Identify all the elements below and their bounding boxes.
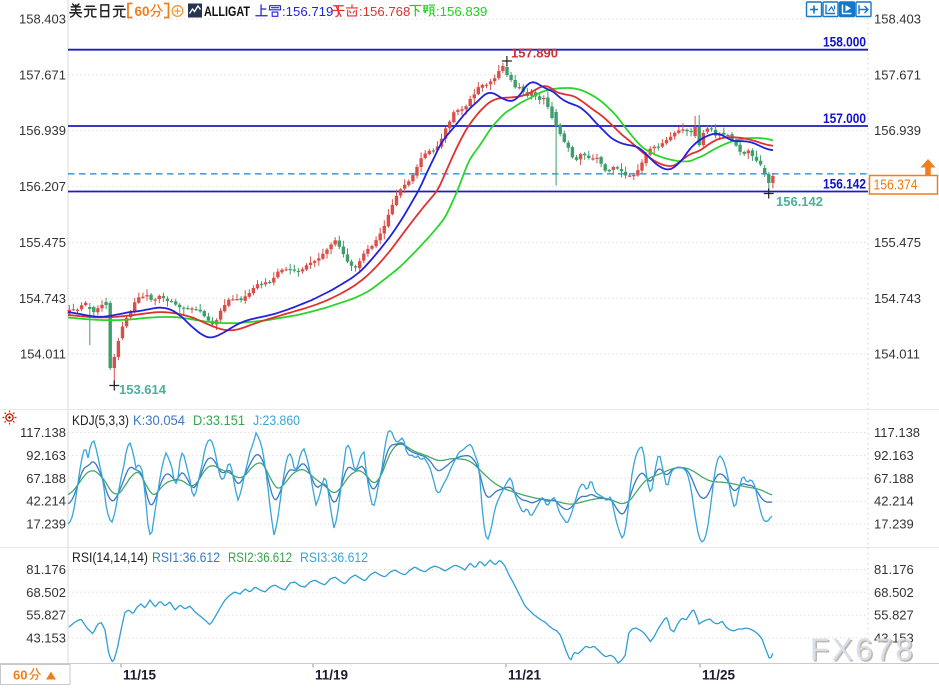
svg-text:68.502: 68.502 [26,585,66,600]
svg-text:156.374: 156.374 [874,178,918,194]
svg-text:17.239: 17.239 [874,517,914,532]
svg-text:153.614: 153.614 [119,382,167,397]
svg-text:157.000: 157.000 [823,110,866,126]
svg-text:55.827: 55.827 [874,608,914,623]
svg-text:117.138: 117.138 [20,425,66,440]
svg-text:55.827: 55.827 [26,608,66,623]
svg-text:67.188: 67.188 [26,471,66,486]
svg-text:154.011: 154.011 [20,347,66,362]
svg-text:FX678: FX678 [812,633,917,669]
svg-text:68.502: 68.502 [874,585,914,600]
svg-text:43.153: 43.153 [874,630,914,645]
svg-text:156.142: 156.142 [823,176,866,192]
svg-text:D:33.151: D:33.151 [193,413,245,428]
svg-text:81.176: 81.176 [874,562,914,577]
svg-text:92.163: 92.163 [874,448,914,463]
svg-text:42.214: 42.214 [874,494,914,509]
svg-text:92.163: 92.163 [26,448,66,463]
svg-text:156.142: 156.142 [776,194,823,209]
svg-text:11/25: 11/25 [702,668,736,683]
svg-text:155.475: 155.475 [874,235,921,250]
svg-text:156.939: 156.939 [874,123,921,138]
svg-text:156.207: 156.207 [19,179,66,194]
svg-text:154.743: 154.743 [874,291,921,306]
svg-text:158.403: 158.403 [874,12,921,27]
svg-text:154.743: 154.743 [19,291,66,306]
svg-text:11/21: 11/21 [508,668,542,683]
svg-text:157.671: 157.671 [874,67,921,82]
svg-text:17.239: 17.239 [26,517,66,532]
svg-text:FX678: FX678 [810,631,915,667]
svg-text:11/15: 11/15 [123,668,157,683]
svg-text:157.890: 157.890 [511,46,558,61]
svg-text:RSI1:36.612: RSI1:36.612 [152,550,220,565]
svg-text:157.671: 157.671 [19,67,66,82]
svg-text:RSI2:36.612: RSI2:36.612 [228,550,292,565]
svg-text:KDJ(5,3,3): KDJ(5,3,3) [72,413,129,428]
svg-text:154.011: 154.011 [874,347,920,362]
svg-text:158.403: 158.403 [19,12,66,27]
svg-text:RSI3:36.612: RSI3:36.612 [300,550,368,565]
svg-text:158.000: 158.000 [823,34,866,50]
svg-text:11/19: 11/19 [315,668,348,683]
svg-text:60: 60 [135,4,150,19]
svg-text:67.188: 67.188 [874,471,914,486]
svg-text:42.214: 42.214 [26,494,66,509]
svg-text:117.138: 117.138 [874,425,920,440]
svg-text:J:23.860: J:23.860 [253,413,300,428]
svg-text::156.839: :156.839 [436,4,487,19]
svg-text:K:30.054: K:30.054 [133,413,185,428]
svg-text:ALLIGAT: ALLIGAT [204,4,250,19]
svg-text:60: 60 [13,668,27,683]
svg-text::156.719: :156.719 [282,4,333,19]
svg-text::156.768: :156.768 [359,4,410,19]
svg-text:156.939: 156.939 [19,123,66,138]
svg-text:155.475: 155.475 [19,235,66,250]
svg-text:43.153: 43.153 [26,630,66,645]
svg-text:RSI(14,14,14): RSI(14,14,14) [72,550,148,565]
svg-text:81.176: 81.176 [26,562,66,577]
